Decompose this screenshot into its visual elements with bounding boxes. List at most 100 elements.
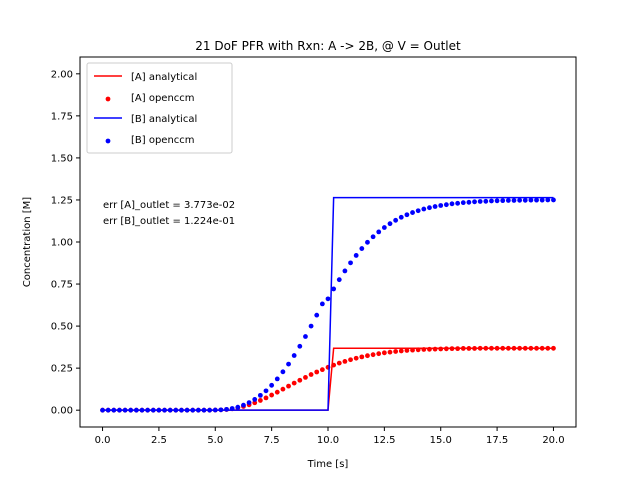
data-point <box>359 354 365 360</box>
data-point <box>252 397 258 402</box>
data-point <box>477 199 483 204</box>
data-point <box>472 199 477 205</box>
data-point <box>314 312 320 318</box>
y-axis-label: Concentration [M] <box>22 197 33 287</box>
data-point <box>224 406 229 412</box>
data-point <box>427 346 432 352</box>
data-point <box>303 334 308 339</box>
data-point <box>421 347 427 352</box>
data-point <box>455 346 461 352</box>
data-point <box>505 345 511 351</box>
data-point <box>483 198 489 204</box>
data-point <box>128 407 134 413</box>
y-tick-label: 0.50 <box>51 322 73 333</box>
data-point <box>370 234 376 240</box>
data-point <box>460 346 466 351</box>
data-point <box>534 197 539 203</box>
data-point <box>303 374 308 380</box>
data-point <box>528 345 534 351</box>
series-points-b-openccm <box>100 197 556 413</box>
data-point <box>274 389 280 395</box>
x-tick-label: 0.0 <box>95 435 111 446</box>
data-point <box>105 407 111 413</box>
data-point <box>483 345 489 351</box>
data-point <box>297 377 303 383</box>
data-point <box>246 400 252 406</box>
data-point <box>432 204 438 209</box>
data-point <box>365 353 370 359</box>
data-point <box>331 362 337 368</box>
data-point <box>404 212 410 218</box>
data-point <box>257 398 263 403</box>
legend-swatch-dot <box>105 96 111 102</box>
data-point <box>342 268 348 274</box>
data-point <box>415 208 421 214</box>
data-point <box>212 407 218 413</box>
x-tick-label: 2.5 <box>151 435 167 446</box>
legend-label: [B] openccm <box>131 135 195 146</box>
data-point <box>308 372 314 377</box>
x-tick-label: 10.0 <box>317 435 339 446</box>
data-point <box>353 355 359 361</box>
data-point <box>534 345 539 351</box>
data-point <box>117 407 122 413</box>
data-point <box>207 407 213 413</box>
annotation-err-b: err [B]_outlet = 1.224e-01 <box>103 216 235 227</box>
data-point <box>545 197 551 203</box>
series-layer <box>100 196 556 413</box>
data-point <box>522 197 528 203</box>
data-point <box>179 407 184 413</box>
data-point <box>274 376 280 382</box>
data-point <box>162 407 167 413</box>
legend[interactable]: [A] analytical [A] openccm [B] analytical [… <box>86 62 233 154</box>
data-point <box>410 210 415 215</box>
y-tick-label: 0.00 <box>51 406 73 417</box>
legend-item-b-analytical[interactable]: [B] analytical <box>94 114 197 125</box>
data-point <box>421 206 427 212</box>
data-point <box>404 348 410 353</box>
y-tick-label: 1.25 <box>51 195 73 206</box>
data-point <box>528 197 534 203</box>
data-point <box>489 198 494 204</box>
data-point <box>173 407 179 413</box>
legend-item-b-openccm[interactable]: [B] openccm <box>105 135 195 146</box>
data-point <box>241 402 246 408</box>
data-point <box>472 346 477 351</box>
data-point <box>432 346 438 352</box>
data-point <box>139 407 145 413</box>
data-point <box>398 348 404 354</box>
x-tick-label: 7.5 <box>264 435 280 446</box>
data-point <box>551 345 556 351</box>
data-point <box>111 407 117 413</box>
legend-swatch-dot <box>105 138 111 144</box>
data-point <box>381 225 387 230</box>
data-point <box>252 400 258 406</box>
legend-item-a-analytical[interactable]: [A] analytical <box>94 72 197 83</box>
data-point <box>348 357 353 363</box>
annotations: err [A]_outlet = 3.773e-02 err [B]_outle… <box>103 200 235 227</box>
data-point <box>376 229 382 235</box>
data-point <box>427 205 432 211</box>
data-point <box>381 350 387 356</box>
data-point <box>522 345 528 351</box>
data-point <box>353 253 359 258</box>
data-point <box>280 386 286 392</box>
data-point <box>308 323 314 329</box>
data-point <box>539 345 545 351</box>
data-point <box>229 406 235 411</box>
annotation-err-a: err [A]_outlet = 3.773e-02 <box>103 200 235 211</box>
data-point <box>477 345 483 351</box>
data-point <box>500 198 506 204</box>
y-tick-label: 0.25 <box>51 364 73 375</box>
data-point <box>286 361 291 367</box>
data-point <box>455 200 461 206</box>
y-tick-label: 1.75 <box>51 111 73 122</box>
legend-item-a-openccm[interactable]: [A] openccm <box>105 93 195 104</box>
data-point <box>500 345 506 351</box>
data-point <box>280 369 286 375</box>
axes-frame <box>79 56 577 428</box>
data-point <box>393 217 399 223</box>
data-point <box>167 407 173 413</box>
legend-label: [A] analytical <box>131 72 197 83</box>
